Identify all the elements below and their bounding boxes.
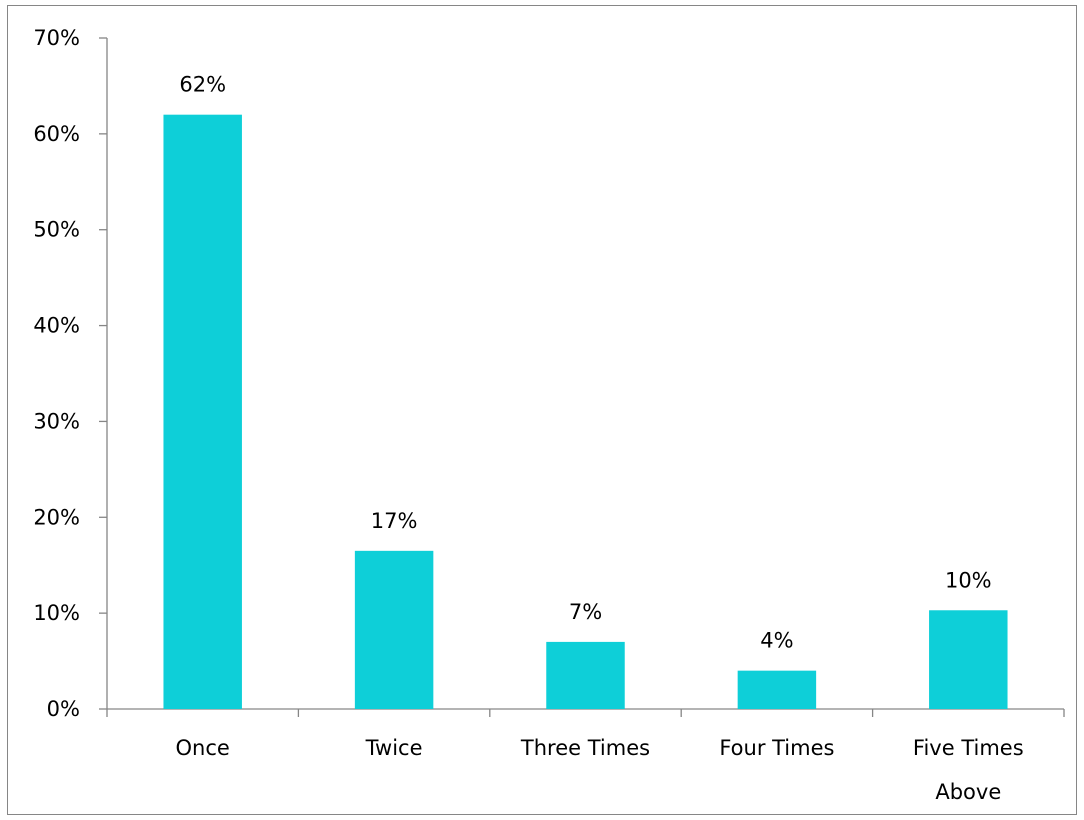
y-axis: 0% 10% 20% 30% 40% 50% 60% 70%	[33, 26, 108, 721]
y-tick-label: 10%	[33, 601, 80, 625]
bar	[354, 550, 434, 709]
y-tick-label: 20%	[33, 505, 80, 529]
x-tick-label: Five Times Above	[913, 736, 1024, 804]
data-label: 62%	[179, 73, 226, 97]
x-tick-label: Four Times	[719, 736, 834, 760]
bar	[163, 114, 242, 709]
data-label: 17%	[371, 509, 418, 533]
y-tick-label: 60%	[33, 122, 80, 146]
y-tick-label: 0%	[47, 697, 80, 721]
data-label: 4%	[760, 629, 793, 653]
y-tick-label: 70%	[33, 26, 80, 50]
y-tick-label: 50%	[33, 218, 80, 242]
bars	[163, 114, 1008, 709]
data-labels: 62% 17% 7% 4% 10%	[179, 73, 991, 653]
data-label: 10%	[945, 568, 992, 592]
bar	[737, 670, 817, 709]
x-tick-label: Twice	[365, 736, 423, 760]
y-tick-label: 40%	[33, 314, 80, 338]
x-tick-label: Once	[176, 736, 230, 760]
x-axis: Once Twice Three Times Four Times Five Times…	[106, 708, 1065, 804]
data-label: 7%	[569, 600, 602, 624]
x-tick-label: Three Times	[520, 736, 650, 760]
bar	[929, 610, 1008, 709]
y-tick-label: 30%	[33, 409, 80, 433]
bar	[546, 641, 625, 709]
